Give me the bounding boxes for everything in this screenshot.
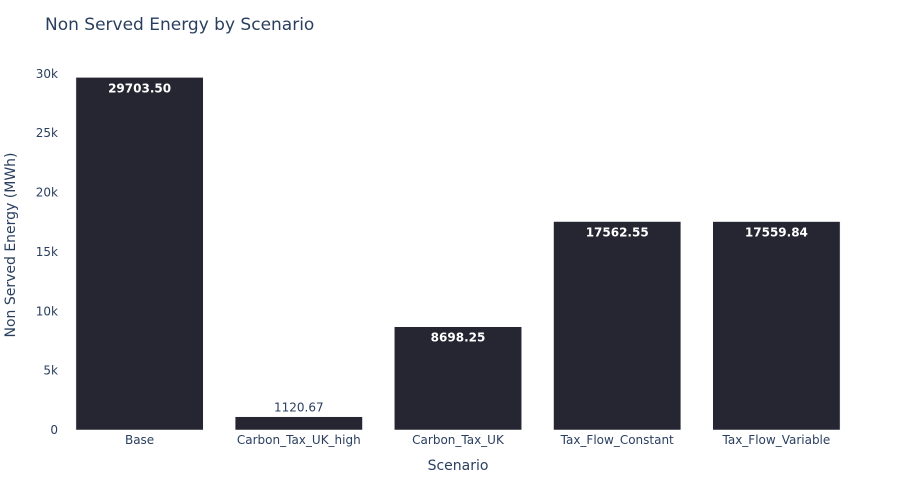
y-tick-label: 5k: [43, 364, 58, 378]
x-tick-label: Tax_Flow_Constant: [560, 433, 674, 447]
x-tick-label: Carbon_Tax_UK_high: [237, 433, 361, 447]
bar: [394, 326, 522, 431]
bar-data-label: 29703.50: [108, 81, 171, 95]
y-tick-label: 10k: [36, 304, 58, 318]
x-tick-label: Base: [125, 433, 154, 447]
y-axis: 0 5k 10k 15k 20k 25k 30k: [36, 67, 58, 437]
bar-data-label: 1120.67: [274, 401, 324, 415]
chart-title: Non Served Energy by Scenario: [45, 15, 314, 35]
bars-group: [75, 77, 841, 431]
bar: [234, 416, 363, 431]
x-axis-title: Scenario: [428, 458, 489, 474]
bar-data-label: 17559.84: [745, 226, 808, 240]
y-tick-label: 20k: [36, 186, 58, 200]
x-axis: Base Carbon_Tax_UK_high Carbon_Tax_UK Tax_F…: [125, 433, 830, 447]
y-tick-label: 0: [50, 423, 58, 437]
bar: [75, 77, 204, 431]
data-labels-group: 29703.50 1120.67 8698.25 17562.55 17559.84: [108, 81, 808, 414]
bar: [553, 221, 682, 431]
y-tick-label: 15k: [36, 245, 58, 259]
x-tick-label: Tax_Flow_Variable: [722, 433, 831, 447]
bar-data-label: 8698.25: [431, 331, 486, 345]
y-tick-label: 30k: [36, 67, 58, 81]
bar: [712, 221, 841, 431]
y-axis-title: Non Served Energy (MWh): [3, 152, 19, 337]
x-tick-label: Carbon_Tax_UK: [412, 433, 505, 447]
y-tick-label: 25k: [36, 126, 58, 140]
bar-data-label: 17562.55: [586, 226, 649, 240]
